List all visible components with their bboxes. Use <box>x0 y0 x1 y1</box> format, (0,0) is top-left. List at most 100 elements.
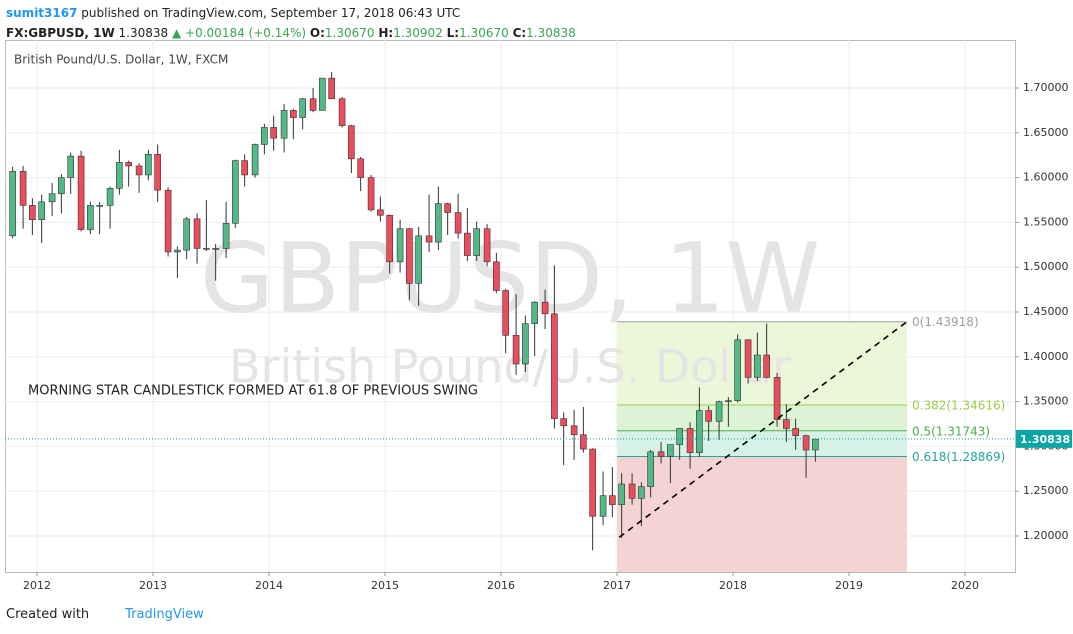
candle-body <box>193 218 201 249</box>
candle-body <box>618 483 625 505</box>
candle-body <box>183 218 190 251</box>
y-tick-label: 1.20000 <box>1023 529 1069 542</box>
y-tick-label: 1.45000 <box>1023 305 1069 318</box>
fib-zone <box>617 456 908 572</box>
candle-body <box>145 154 152 176</box>
candle-body <box>812 438 819 451</box>
candle-body <box>541 301 549 315</box>
candle-body <box>531 301 538 324</box>
x-tick-label: 2013 <box>139 579 167 592</box>
x-tick-label: 2015 <box>371 579 399 592</box>
candle-body <box>783 419 790 429</box>
fib-label: 0.618(1.28869) <box>912 450 1005 464</box>
candle-body <box>367 177 375 211</box>
candle-body <box>38 201 45 221</box>
candle-body <box>444 203 451 213</box>
x-tick-label: 2019 <box>835 579 863 592</box>
candle-body <box>580 434 587 450</box>
candle-body <box>667 444 674 457</box>
candle-body <box>396 228 404 263</box>
candle-body <box>203 248 210 250</box>
candle-body <box>58 177 65 195</box>
fib-zone <box>617 430 908 457</box>
candle-body <box>425 235 433 243</box>
candle-body <box>164 189 172 253</box>
last-price-label: 1.30838 <box>1020 433 1070 446</box>
chart-title: British Pound/U.S. Dollar, 1W, FXCM <box>14 53 228 67</box>
candle-body <box>522 323 529 365</box>
brand[interactable]: TradingView <box>125 607 204 622</box>
fib-label: 0.382(1.34616) <box>912 399 1005 413</box>
candle-body <box>705 410 712 422</box>
watermark-sub: British Pound/U.S. Dollar <box>229 340 791 394</box>
last-price-box <box>1016 429 1072 448</box>
candle-body <box>116 162 123 189</box>
candle-body <box>212 248 219 250</box>
y-tick-label: 1.65000 <box>1023 126 1069 139</box>
candle-body <box>725 400 732 402</box>
candle-body <box>338 98 346 126</box>
y-tick-label: 1.25000 <box>1023 484 1069 497</box>
header-line-1: sumit3167 published on TradingView.com, … <box>6 3 576 23</box>
header: sumit3167 published on TradingView.com, … <box>6 3 576 43</box>
candle-body <box>647 451 654 488</box>
author[interactable]: sumit3167 <box>6 6 78 20</box>
plot-frame <box>5 40 1016 573</box>
candle-body <box>222 223 230 249</box>
footer: Created with TradingView <box>6 607 204 622</box>
candle-body <box>406 228 413 284</box>
candle-body <box>676 428 683 445</box>
candle-body <box>454 212 462 234</box>
candle-body <box>357 158 364 178</box>
x-tick-label: 2017 <box>603 579 631 592</box>
candle-body <box>348 125 355 160</box>
candle-body <box>493 261 500 291</box>
fib-label: 0.5(1.31743) <box>912 424 990 438</box>
candle-body <box>67 155 74 178</box>
candle-body <box>589 448 596 517</box>
annotation: MORNING STAR CANDLESTICK FORMED AT 61.8 … <box>28 384 478 399</box>
candle-body <box>628 483 636 499</box>
change: ▲ +0.00184 (+0.14%) <box>172 26 307 40</box>
candle-body <box>638 486 645 499</box>
y-tick-label: 1.40000 <box>1023 350 1069 363</box>
candle-body <box>77 155 85 230</box>
candle-body <box>290 110 297 118</box>
candle-body <box>135 165 143 176</box>
candle-body <box>696 410 703 453</box>
candle-body <box>48 193 56 203</box>
created: Created with <box>6 607 90 622</box>
candle-body <box>464 232 471 256</box>
candle-body <box>551 313 558 419</box>
candle-body <box>715 401 723 422</box>
candle-body <box>174 249 181 253</box>
candle-body <box>96 205 103 207</box>
header-line-2: FX:GBPUSD, 1W 1.30838 ▲ +0.00184 (+0.14%… <box>6 23 576 43</box>
candle-body <box>106 188 114 206</box>
candle-body <box>734 339 741 401</box>
candle-body <box>609 495 616 505</box>
candle-body <box>232 160 239 224</box>
candle-body <box>328 77 335 100</box>
symbol: FX:GBPUSD, 1W <box>6 26 115 40</box>
candle-body <box>87 205 94 230</box>
candle-body <box>241 160 248 176</box>
candle-body <box>686 428 694 453</box>
x-tick-label: 2014 <box>255 579 283 592</box>
candle-body <box>415 235 422 284</box>
y-tick-label: 1.35000 <box>1023 395 1069 408</box>
y-tick-label: 1.55000 <box>1023 215 1069 228</box>
candle-body <box>319 77 326 111</box>
candle-body <box>657 451 665 457</box>
candle-body <box>502 290 509 336</box>
candle-body <box>773 377 781 420</box>
published: published on TradingView.com, September … <box>81 6 461 20</box>
candle-body <box>154 154 161 191</box>
candle-body <box>9 171 16 237</box>
candle-body <box>435 203 442 243</box>
candle-body <box>309 98 317 111</box>
candle-body <box>386 214 393 263</box>
candle-body <box>473 228 480 256</box>
